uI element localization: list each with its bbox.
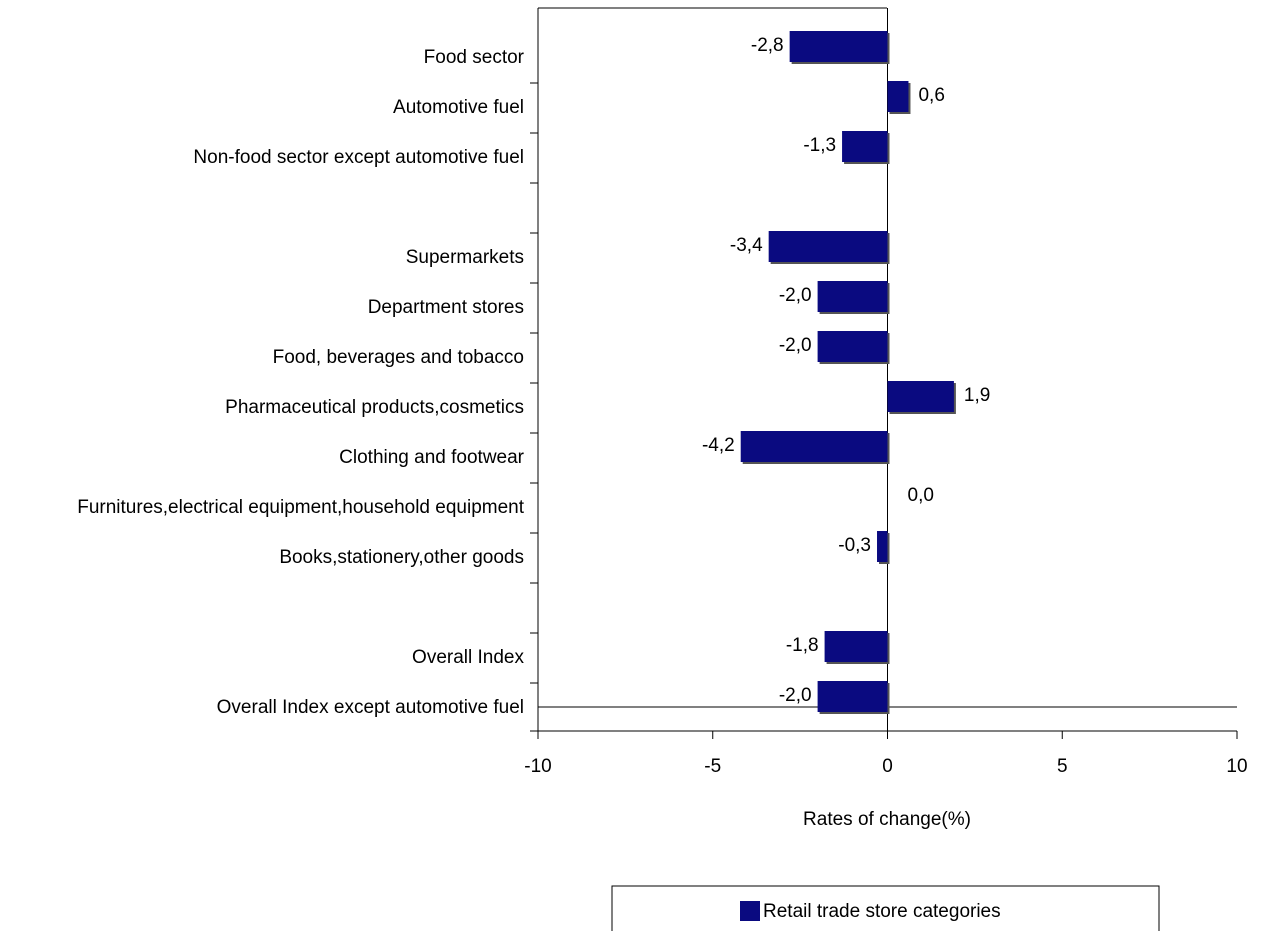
bar <box>887 381 954 412</box>
y-tick-label: Pharmaceutical products,cosmetics <box>225 397 524 418</box>
value-label: -2,0 <box>779 285 812 306</box>
value-label: -4,2 <box>702 435 735 456</box>
bar <box>824 631 888 662</box>
y-tick-label: Automotive fuel <box>393 97 524 118</box>
x-tick-label: 0 <box>882 756 893 777</box>
value-label: -1,3 <box>803 135 836 156</box>
x-axis-label: Rates of change(%) <box>803 809 971 830</box>
x-tick-label: -5 <box>704 756 721 777</box>
y-tick-label: Supermarkets <box>406 247 524 268</box>
x-tick-label: 10 <box>1226 756 1247 777</box>
y-tick-label: Books,stationery,other goods <box>279 547 524 568</box>
bar <box>768 231 888 262</box>
legend-label: Retail trade store categories <box>763 901 1001 922</box>
bar <box>842 131 888 162</box>
y-tick-label: Department stores <box>368 297 524 318</box>
bar <box>877 531 888 562</box>
bar <box>817 281 888 312</box>
bar <box>817 681 888 712</box>
y-tick-label: Clothing and footwear <box>339 447 525 468</box>
value-label: 0,6 <box>918 85 944 106</box>
x-tick-label: 5 <box>1057 756 1068 777</box>
y-tick-label: Food sector <box>424 47 525 68</box>
value-label: -3,4 <box>730 235 763 256</box>
y-tick-label: Furnitures,electrical equipment,househol… <box>77 497 524 518</box>
y-tick-label: Overall Index <box>412 647 524 668</box>
value-label: -1,8 <box>786 635 819 656</box>
value-label: -0,3 <box>838 535 871 556</box>
y-tick-label: Non-food sector except automotive fuel <box>193 147 524 168</box>
legend-box <box>611 885 1160 931</box>
bar <box>789 31 888 62</box>
bar <box>740 431 888 462</box>
value-label: 0,0 <box>908 485 934 506</box>
y-tick-label: Food, beverages and tobacco <box>273 347 524 368</box>
value-label: -2,0 <box>779 685 812 706</box>
value-label: 1,9 <box>964 385 990 406</box>
bar <box>887 81 909 112</box>
x-tick-label: -10 <box>524 756 551 777</box>
value-label: -2,0 <box>779 335 812 356</box>
y-tick-label: Overall Index except automotive fuel <box>217 697 524 718</box>
value-label: -2,8 <box>751 35 784 56</box>
bar <box>817 331 888 362</box>
legend-swatch <box>740 901 760 921</box>
